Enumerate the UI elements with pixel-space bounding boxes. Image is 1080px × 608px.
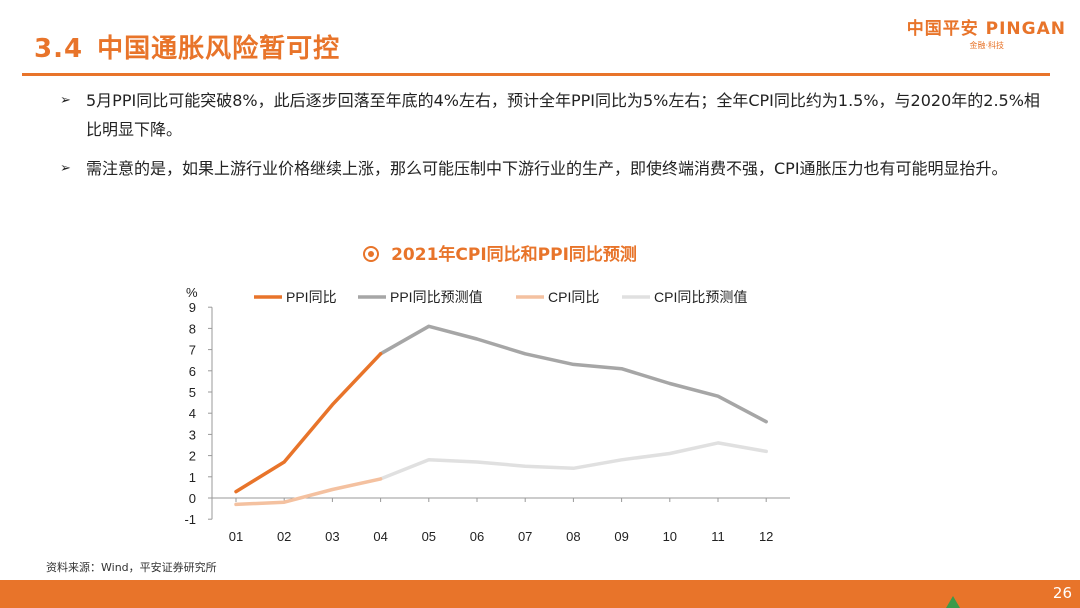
- x-tick-label: 08: [566, 529, 580, 544]
- series-line-4: [378, 441, 768, 481]
- bullet-item: ➢ 需注意的是，如果上游行业价格继续上涨，那么可能压制中下游行业的生产，即使终端…: [60, 154, 1040, 183]
- chart-title: 2021年CPI同比和PPI同比预测: [0, 240, 1000, 265]
- x-tick-label: 07: [518, 529, 532, 544]
- section-number: 3.4: [34, 34, 84, 64]
- y-tick-label: 6: [189, 364, 196, 379]
- y-tick-label: 7: [189, 343, 196, 358]
- legend-label: PPI同比预测值: [390, 289, 483, 305]
- series-line-2: [378, 324, 768, 424]
- company-logo: 中国平安 PINGAN 金融·科技: [896, 14, 1066, 50]
- x-tick-label: 06: [470, 529, 484, 544]
- slide-title: 3.4 中国通胀风险暂可控: [34, 28, 340, 65]
- chart-title-text: 2021年CPI同比和PPI同比预测: [391, 245, 637, 265]
- series-line-1: [234, 352, 383, 494]
- target-icon: [363, 246, 380, 262]
- legend-label: CPI同比: [548, 289, 599, 305]
- y-tick-label: -1: [184, 512, 196, 527]
- bullet-text: 需注意的是，如果上游行业价格继续上涨，那么可能压制中下游行业的生产，即使终端消费…: [86, 159, 1008, 178]
- y-tick-label: 0: [189, 491, 196, 506]
- x-tick-label: 10: [663, 529, 677, 544]
- logo-text: 中国平安 PINGAN: [906, 19, 1066, 39]
- page-number: 26: [1052, 584, 1072, 602]
- logo-tagline: 金融·科技: [969, 41, 1004, 50]
- y-tick-label: 9: [189, 300, 196, 315]
- x-tick-label: 01: [229, 529, 243, 544]
- legend-label: CPI同比预测值: [654, 289, 747, 305]
- x-tick-label: 04: [373, 529, 387, 544]
- footer-bar: 26: [0, 580, 1080, 608]
- x-tick-label: 02: [277, 529, 291, 544]
- legend-label: PPI同比: [286, 289, 337, 305]
- y-tick-label: 5: [189, 385, 196, 400]
- y-tick-label: 4: [189, 406, 196, 421]
- bullet-list: ➢ 5月PPI同比可能突破8%，此后逐步回落至年底的4%左右，预计全年PPI同比…: [60, 86, 1040, 193]
- y-tick-label: 2: [189, 449, 196, 464]
- tree-icon: [946, 596, 960, 608]
- section-title: 中国通胀风险暂可控: [97, 34, 341, 64]
- x-tick-label: 03: [325, 529, 339, 544]
- x-tick-label: 11: [711, 529, 725, 544]
- y-tick-label: 8: [189, 321, 196, 336]
- y-tick-label: 1: [189, 470, 196, 485]
- bullet-text: 5月PPI同比可能突破8%，此后逐步回落至年底的4%左右，预计全年PPI同比为5…: [86, 91, 1040, 139]
- series-line-3: [234, 477, 383, 507]
- header-divider: [22, 73, 1050, 76]
- bullet-arrow-icon: ➢: [60, 93, 71, 108]
- source-note: 资料来源：Wind，平安证券研究所: [46, 561, 217, 574]
- x-tick-label: 05: [422, 529, 436, 544]
- x-tick-label: 12: [759, 529, 773, 544]
- x-tick-label: 09: [614, 529, 628, 544]
- bullet-arrow-icon: ➢: [60, 161, 71, 176]
- y-tick-label: 3: [189, 427, 196, 442]
- y-axis-unit: %: [186, 285, 198, 300]
- bullet-item: ➢ 5月PPI同比可能突破8%，此后逐步回落至年底的4%左右，预计全年PPI同比…: [60, 86, 1040, 144]
